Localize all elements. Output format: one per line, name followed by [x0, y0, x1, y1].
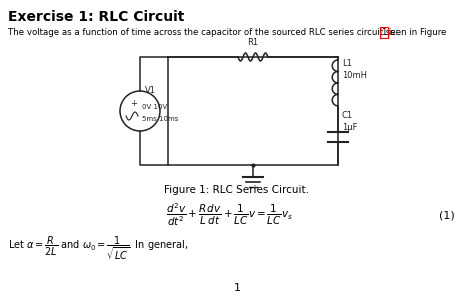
- Text: 10mH: 10mH: [342, 71, 367, 80]
- Text: 1μF: 1μF: [342, 123, 357, 132]
- Text: 0V 10V: 0V 10V: [142, 104, 167, 110]
- Text: 1: 1: [381, 28, 386, 37]
- Text: C1: C1: [342, 111, 353, 120]
- Text: V1: V1: [145, 86, 156, 95]
- Text: Figure 1: RLC Series Circuit.: Figure 1: RLC Series Circuit.: [164, 185, 310, 195]
- Text: 1: 1: [234, 283, 240, 293]
- Text: The voltage as a function of time across the capacitor of the sourced RLC series: The voltage as a function of time across…: [8, 28, 447, 37]
- Text: is:: is:: [388, 28, 398, 37]
- Text: L1: L1: [342, 59, 352, 68]
- Text: $\dfrac{d^2v}{dt^2} + \dfrac{R}{L}\dfrac{dv}{dt} + \dfrac{1}{LC}v = \dfrac{1}{LC: $\dfrac{d^2v}{dt^2} + \dfrac{R}{L}\dfrac…: [166, 202, 293, 228]
- Text: R1: R1: [247, 38, 258, 47]
- Text: (1): (1): [439, 210, 455, 220]
- Text: 5ms 10ms: 5ms 10ms: [142, 116, 178, 122]
- Text: Let $\alpha = \dfrac{R}{2L}$ and $\omega_0 = \dfrac{1}{\sqrt{LC}}$. In general,: Let $\alpha = \dfrac{R}{2L}$ and $\omega…: [8, 234, 188, 262]
- Text: Exercise 1: RLC Circuit: Exercise 1: RLC Circuit: [8, 10, 184, 24]
- Text: +: +: [130, 99, 137, 107]
